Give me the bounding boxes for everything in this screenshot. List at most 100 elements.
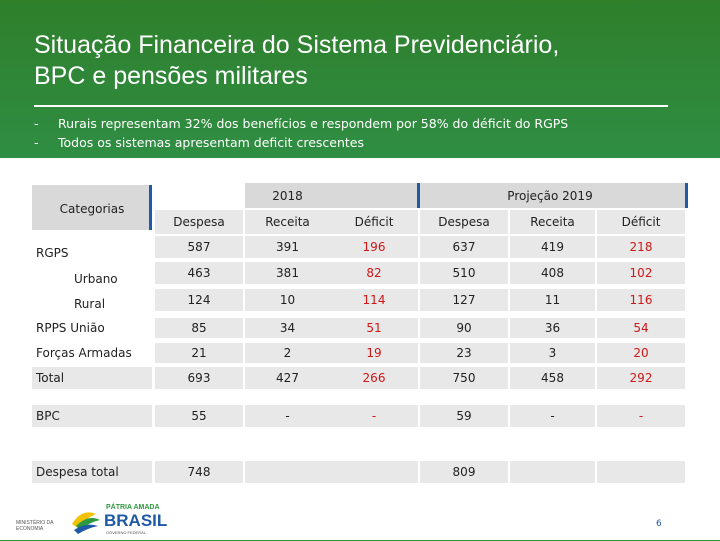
table-cell: 10 <box>279 293 296 307</box>
table-cell-bg <box>155 262 243 284</box>
table-cell: - <box>638 409 644 423</box>
table-cell: 36 <box>544 321 561 335</box>
table-cell: 266 <box>362 371 386 385</box>
table-cell-bg <box>245 262 330 284</box>
table-cell-bg <box>597 236 685 258</box>
bullet-item: - Todos os sistemas apresentam deficit cr… <box>34 135 365 150</box>
table-cell-bg <box>155 461 243 483</box>
table-cell-bg <box>420 236 508 258</box>
row-label: RGPS <box>36 246 69 260</box>
table-cell-bg <box>420 289 508 311</box>
table-cell-bg <box>510 318 595 338</box>
column-header-bg <box>597 210 685 234</box>
row-label: Total <box>36 371 65 385</box>
table-cell-bg <box>510 405 595 427</box>
column-header-bg <box>420 210 508 234</box>
table-cell <box>330 461 418 483</box>
table-cell: 85 <box>191 321 207 335</box>
table-cell-bg <box>245 405 330 427</box>
gov-text: GOVERNO FEDERAL <box>106 530 147 535</box>
bullet-item: - Rurais representam 32% dos benefícios e… <box>34 116 569 131</box>
table-cell: 55 <box>191 409 207 423</box>
table-cell: 458 <box>541 371 564 385</box>
table-cell-bg <box>510 367 595 389</box>
table-cell <box>245 461 330 483</box>
group-2018-label: 2018 <box>272 189 303 203</box>
table-cell: 381 <box>276 266 299 280</box>
row-label-bg <box>32 461 152 483</box>
table-cell: 419 <box>541 240 564 254</box>
header-2018-box <box>245 183 420 208</box>
table-cell: 427 <box>276 371 299 385</box>
brasil-logo-icon <box>72 512 100 534</box>
column-header: Receita <box>265 215 310 229</box>
table-cell: 408 <box>541 266 564 280</box>
table-cell-bg <box>155 405 243 427</box>
table-cell: 19 <box>366 346 382 360</box>
table-cell-bg <box>510 236 595 258</box>
column-header-bg <box>155 210 243 234</box>
slide-title: Situação Financeira do Sistema Previdenc… <box>34 30 684 92</box>
table-cell-bg <box>330 343 418 363</box>
ministry-text: MINISTÉRIO DA ECONOMIA <box>16 520 54 532</box>
table-cell-bg <box>155 236 243 258</box>
table-cell-bg <box>155 289 243 311</box>
row-label-bg <box>32 405 152 427</box>
table-cell: 102 <box>629 266 653 280</box>
table-cell: 809 <box>452 465 476 479</box>
table-cell-bg <box>597 343 685 363</box>
group-2019-label: Projeção 2019 <box>507 189 593 203</box>
row-label: Forças Armadas <box>36 346 132 360</box>
table-cell-bg <box>330 289 418 311</box>
table-cell-bg <box>155 367 243 389</box>
table-cell: 391 <box>276 240 299 254</box>
table-cell: 463 <box>187 266 211 280</box>
column-header: Déficit <box>354 215 394 229</box>
table-cell-bg <box>330 367 418 389</box>
table-cell-bg <box>420 343 508 363</box>
table-cell-bg <box>245 289 330 311</box>
table-cell-bg <box>597 289 685 311</box>
title-line-1: Situação Financeira do Sistema Previdenc… <box>34 31 560 59</box>
table-cell: 748 <box>187 465 211 479</box>
table-cell: 116 <box>629 293 653 307</box>
title-divider <box>34 105 668 107</box>
table-cell: 11 <box>544 293 561 307</box>
table-cell-bg <box>597 461 685 483</box>
table-cell: 82 <box>366 266 382 280</box>
table-cell-bg <box>245 461 330 483</box>
table-cell-bg <box>155 343 243 363</box>
table-cell: 292 <box>629 371 653 385</box>
table-cell: 124 <box>187 293 211 307</box>
slogan-text: PÁTRIA AMADA <box>106 504 160 511</box>
table-cell: 23 <box>456 346 472 360</box>
brand-text: BRASIL <box>104 511 168 530</box>
table-cell-bg <box>245 367 330 389</box>
table-cell: 54 <box>633 321 649 335</box>
categories-header-box <box>32 185 152 230</box>
table-cell <box>510 461 595 483</box>
column-header-bg <box>245 210 330 234</box>
bullet-list: - Rurais representam 32% dos benefícios e… <box>34 114 568 152</box>
row-label: Rural <box>74 297 106 311</box>
column-header: Déficit <box>621 215 661 229</box>
table-cell: 34 <box>279 321 296 335</box>
title-line-2: BPC e pensões militares <box>34 62 308 90</box>
row-label: Urbano <box>74 272 118 286</box>
table-cell: 196 <box>362 240 386 254</box>
table-cell-bg <box>420 405 508 427</box>
table-cell: 114 <box>362 293 386 307</box>
header-2019-box <box>420 183 688 208</box>
table-cell: 693 <box>187 371 211 385</box>
table-cell: - <box>550 409 555 423</box>
table-cell: 59 <box>456 409 472 423</box>
column-header-bg <box>510 210 595 234</box>
table-cell: 750 <box>452 371 476 385</box>
table-cell <box>597 461 685 483</box>
column-header: Despesa <box>438 215 490 229</box>
categories-label: Categorias <box>59 202 125 216</box>
table-cell: 2 <box>283 346 292 360</box>
table-cell-bg <box>597 318 685 338</box>
table-cell-bg <box>510 262 595 284</box>
table-cell-bg <box>420 367 508 389</box>
